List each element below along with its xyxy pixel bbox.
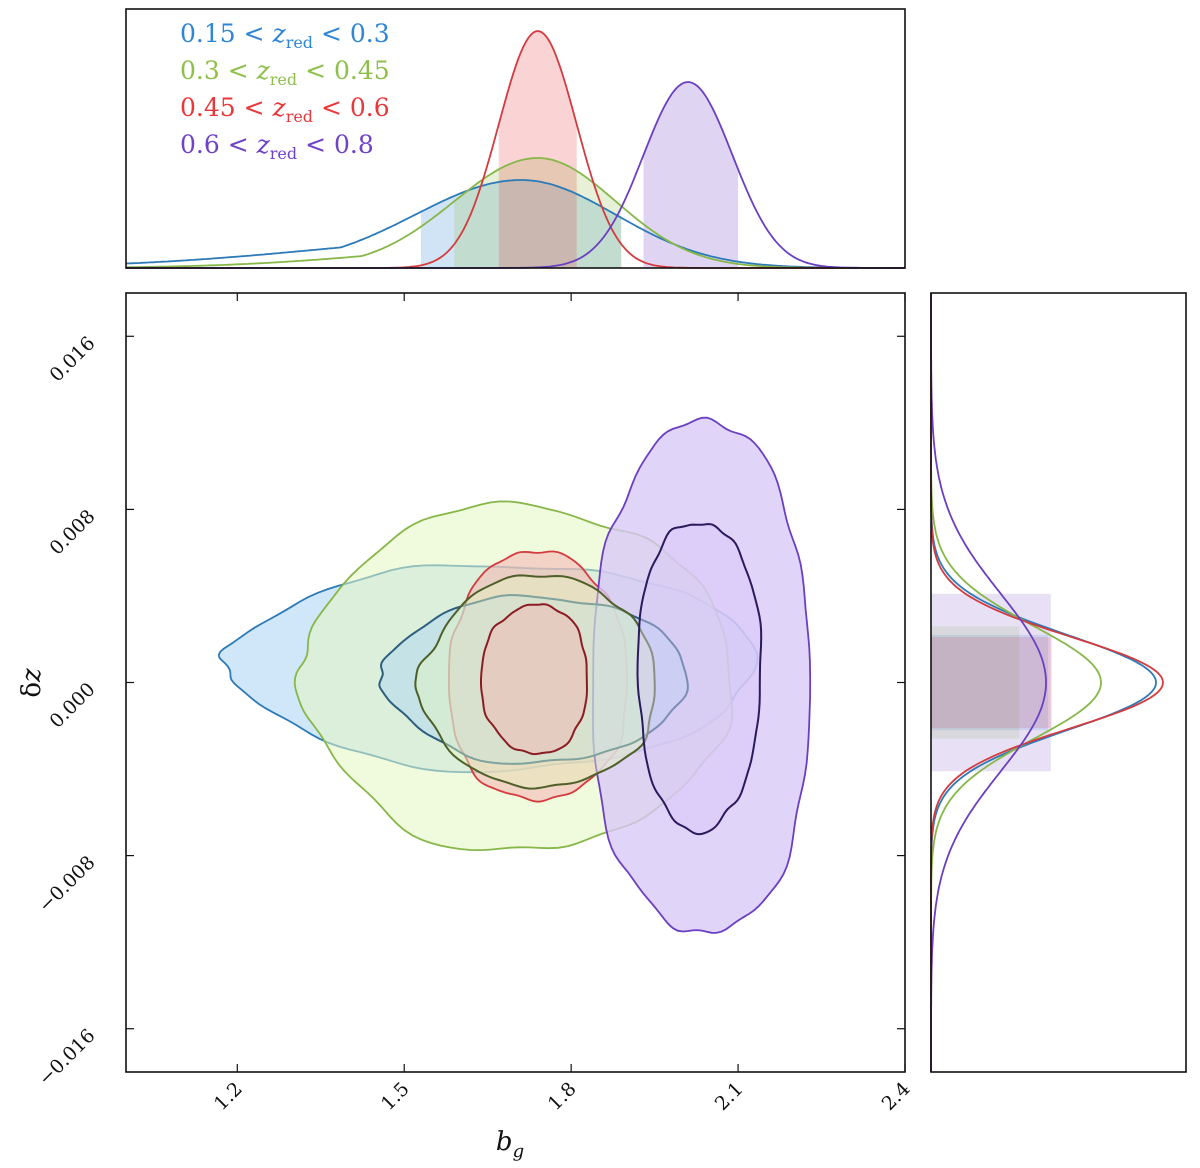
contour-95-series-3	[447, 550, 628, 803]
y-tick-label: −0.016	[34, 1025, 99, 1090]
legend: 0.15 < zred < 0.3 0.3 < zred < 0.45 0.45 <…	[180, 19, 390, 163]
dz-marginal-panel	[930, 292, 1187, 1073]
legend-entry-1: 0.15 < zred < 0.3	[180, 19, 390, 52]
bg-marginal-curve-series-1	[125, 179, 905, 269]
y-tick-label: −0.008	[34, 852, 99, 917]
x-tick-label: 1.2	[210, 1078, 247, 1115]
bg-marginal-frame	[125, 8, 906, 269]
dz-marginal-band-series-3	[931, 637, 1052, 728]
contour-95-series-4	[592, 416, 812, 934]
y-tick-label: 0.000	[46, 678, 100, 732]
x-tick-label: 1.8	[544, 1078, 581, 1115]
legend-entry-2: 0.3 < zred < 0.45	[180, 56, 390, 89]
dz-marginal-frame	[930, 292, 1187, 1073]
contour-68-series-1	[378, 594, 689, 765]
y-tick-label: 0.008	[46, 505, 100, 559]
contour-68-series-3	[480, 603, 589, 756]
bg-marginal-band-series-3	[498, 31, 577, 268]
dz-marginal-curve-series-4	[930, 293, 1047, 1072]
joint-posterior-panel: 1.2 1.5 1.8 2.1 2.4 −0.016 −0.008 0.000 0.008 0.…	[17, 292, 915, 1162]
x-axis-label: bg	[496, 1127, 524, 1162]
x-tick-label: 1.5	[377, 1078, 414, 1115]
dz-marginal-band-series-2	[931, 626, 1020, 739]
x-tick-label: 2.4	[878, 1078, 915, 1115]
y-tick-label: 0.016	[46, 332, 100, 386]
dz-marginal-band-series-4	[931, 593, 1051, 772]
dz-marginal-band-series-1	[931, 634, 1048, 731]
x-tick-label: 2.1	[711, 1078, 748, 1115]
bg-marginal-band-series-2	[454, 158, 622, 268]
y-axis-label: δz	[17, 668, 47, 698]
bg-marginal-panel: 0.15 < zred < 0.3 0.3 < zred < 0.45 0.45 <…	[125, 8, 906, 269]
contour-68-series-4	[636, 523, 763, 836]
contour-68-series-2	[414, 574, 656, 790]
bg-marginal-curve-series-2	[126, 157, 905, 269]
legend-entry-4: 0.6 < zred < 0.8	[180, 130, 374, 163]
legend-entry-3: 0.45 < zred < 0.6	[180, 93, 390, 126]
bg-marginal-band-series-1	[420, 180, 622, 268]
bg-marginal-band-series-4	[643, 82, 739, 268]
